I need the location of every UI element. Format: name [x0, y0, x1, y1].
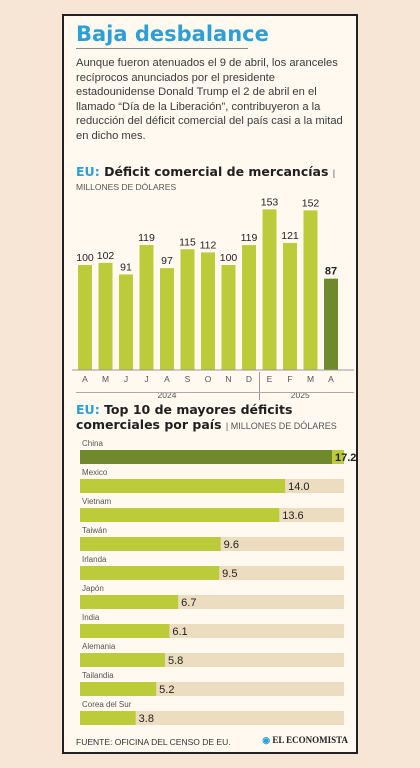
bar-value-label: 6.7	[181, 597, 196, 609]
bar-value-label: 13.6	[282, 510, 303, 522]
chart1-title-prefix: EU:	[76, 164, 100, 179]
chart2-title-prefix: EU:	[76, 402, 100, 417]
bar-value-label: 152	[302, 197, 320, 209]
bar-value-label: 121	[281, 230, 299, 242]
x-tick-label: F	[287, 374, 292, 384]
x-tick-label: D	[246, 374, 252, 384]
chart-bar	[80, 682, 157, 696]
chart-bar	[324, 278, 338, 370]
bar-value-label: 91	[120, 261, 132, 273]
chart-bar	[283, 242, 297, 370]
section-divider	[76, 392, 354, 393]
country-label: Tailandia	[82, 671, 114, 680]
chart-bar	[98, 262, 113, 370]
x-tick-label: M	[307, 374, 314, 384]
chart-bar	[201, 252, 215, 370]
monthly-deficit-chart: 100 A 102 M 91 J 119 J 97 A 115 S 112 O 100 N 119 D 153 E 12…	[72, 196, 354, 400]
bar-value-label: 102	[97, 250, 115, 262]
chart-bar	[303, 210, 318, 370]
chart-bar	[160, 268, 174, 370]
x-tick-label: A	[82, 374, 88, 384]
chart-bar	[221, 265, 236, 370]
x-tick-label: M	[102, 374, 109, 384]
publisher-logo: ◉ EL ECONOMISTA	[262, 735, 348, 745]
title-underline	[76, 48, 248, 49]
bar-value-label: 153	[261, 196, 279, 208]
country-deficit-chart: China 17.2 Mexico 14.0 Vietnam 13.6 Taiwán 9.6 I…	[80, 439, 356, 725]
chart-bar	[80, 595, 179, 609]
bar-value-label: 6.1	[172, 626, 187, 638]
intro-paragraph: Aunque fueron atenuados el 9 de abril, l…	[76, 57, 343, 142]
x-tick-label: J	[144, 374, 148, 384]
x-tick-label: A	[164, 374, 170, 384]
country-label: Taiwán	[82, 526, 107, 535]
chart1-title: EU: Déficit comercial de mercancías |	[76, 164, 336, 179]
country-label: China	[82, 439, 103, 448]
value-label-bg	[332, 450, 344, 464]
bar-value-label: 5.8	[168, 655, 183, 667]
country-label: Irlanda	[82, 555, 107, 564]
bar-value-label: 17.2	[335, 452, 356, 464]
chart-bar	[262, 209, 277, 370]
country-label: India	[82, 613, 100, 622]
chart2-title-line1: Top 10 de mayores déficits	[104, 402, 293, 417]
bar-value-label: 9.5	[222, 568, 237, 580]
bar-value-label: 119	[241, 232, 258, 244]
x-tick-label: J	[124, 374, 128, 384]
chart2-title-line2: comerciales por país	[76, 417, 222, 432]
x-tick-label: E	[267, 374, 273, 384]
source-footer: FUENTE: OFICINA DEL CENSO DE EU.	[76, 737, 231, 747]
chart-bar	[78, 265, 92, 370]
country-label: Corea del Sur	[82, 700, 132, 709]
bar-value-label: 5.2	[159, 684, 174, 696]
chart2-title: EU: Top 10 de mayores déficits comercial…	[76, 402, 337, 432]
chart-bar	[80, 624, 170, 638]
chart-bar	[80, 653, 165, 667]
chart-bar	[80, 537, 221, 551]
bar-value-label: 9.6	[224, 539, 239, 551]
country-label: Vietnam	[82, 497, 112, 506]
chart-bar	[80, 508, 280, 522]
chart-bar	[180, 249, 195, 370]
year-label: 2024	[158, 390, 177, 400]
infographic-frame: Baja desbalance Aunque fueron atenuados …	[62, 14, 358, 754]
chart-bar	[119, 274, 133, 370]
page-title: Baja desbalance	[76, 22, 269, 46]
x-tick-label: S	[185, 374, 191, 384]
bar-value-label: 119	[138, 232, 155, 244]
bar-value-label: 97	[161, 255, 173, 267]
chart-bar	[80, 711, 136, 725]
chart-bar	[242, 245, 256, 370]
x-tick-label: N	[225, 374, 231, 384]
chart-bar	[80, 450, 332, 464]
country-label: Japón	[82, 584, 104, 593]
bar-track	[80, 711, 344, 725]
bar-value-label: 100	[220, 252, 238, 264]
year-label: 2025	[291, 390, 310, 400]
country-label: Alemania	[82, 642, 116, 651]
chart-bar	[80, 566, 220, 580]
bar-value-label: 115	[179, 236, 196, 248]
chart1-unit: MILLONES DE DÓLARES	[76, 182, 177, 192]
country-label: Mexico	[82, 468, 108, 477]
chart2-unit: MILLONES DE DÓLARES	[230, 421, 337, 431]
x-tick-label: O	[205, 374, 212, 384]
chart-bar	[139, 245, 154, 370]
bar-value-label: 87	[325, 266, 337, 278]
chart-bar	[80, 479, 286, 493]
bar-value-label: 100	[76, 252, 94, 264]
bar-value-label: 112	[200, 239, 217, 251]
chart1-title-text: Déficit comercial de mercancías	[104, 164, 329, 179]
bar-value-label: 3.8	[139, 713, 154, 725]
bar-value-label: 14.0	[288, 481, 309, 493]
x-tick-label: A	[328, 374, 334, 384]
